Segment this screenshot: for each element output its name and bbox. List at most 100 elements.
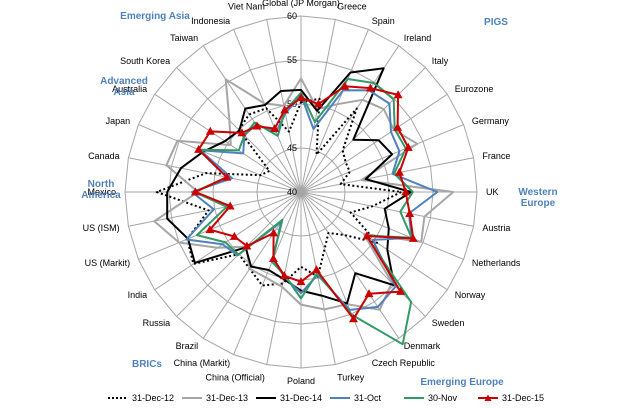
series-point-31-dec-15-us-markit — [205, 225, 215, 234]
category-label-brazil: Brazil — [176, 341, 199, 351]
category-label-italy: Italy — [432, 56, 449, 66]
spoke-taiwan — [202, 45, 302, 193]
category-label-poland: Poland — [287, 376, 315, 386]
category-label-canada: Canada — [88, 151, 120, 161]
category-label-sweden: Sweden — [432, 318, 465, 328]
spoke-italy — [300, 67, 426, 193]
legend-item-31-oct: 31-Oct — [330, 393, 382, 403]
category-label-norway: Norway — [455, 290, 486, 300]
series-line-31-oct — [185, 89, 439, 311]
spoke-turkey — [300, 191, 336, 365]
series-point-31-dec-15-mexico — [190, 187, 200, 196]
series-point-31-dec-15-indonesia — [270, 123, 280, 132]
category-label-south-korea: South Korea — [120, 56, 170, 66]
spoke-france — [300, 157, 474, 193]
spoke-spain — [300, 29, 369, 193]
category-label-ireland: Ireland — [404, 33, 432, 43]
series-point-31-dec-15-france — [394, 167, 404, 176]
group-labels: Emerging Asia PIGS Advanced Asia Western Euro… — [81, 11, 557, 388]
category-label-australia: Australia — [112, 84, 147, 94]
category-label-netherlands: Netherlands — [472, 258, 521, 268]
spoke-australia — [154, 93, 302, 193]
category-label-spain: Spain — [372, 16, 395, 26]
series-point-31-dec-15-poland — [296, 277, 306, 286]
spoke-denmark — [300, 191, 400, 339]
category-label-turkey: Turkey — [337, 372, 365, 382]
series-point-31-dec-15-netherlands — [408, 233, 418, 242]
legend-label-30-nov: 30-Nov — [428, 393, 458, 403]
spoke-brazil — [202, 191, 302, 339]
series-point-31-dec-15-sweden — [396, 286, 406, 295]
spoke-canada — [128, 157, 302, 193]
legend-marker-31-dec-15 — [484, 394, 492, 401]
spoke-germany — [300, 124, 464, 193]
series-31-oct — [185, 89, 439, 311]
series-point-31-dec-15-denmark — [364, 289, 374, 298]
series-point-31-dec-15-viet-nam — [280, 105, 290, 114]
radar-grid — [124, 15, 478, 369]
series-30-nov — [193, 78, 414, 346]
spoke-eurozone — [300, 93, 448, 193]
spoke-india — [154, 191, 302, 291]
series-point-31-dec-15-norway — [362, 231, 372, 240]
legend-label-31-dec-13: 31-Dec-13 — [206, 393, 248, 403]
category-label-france: France — [482, 151, 510, 161]
spoke-indonesia — [233, 29, 302, 193]
series-point-31-dec-15-austria — [405, 208, 415, 217]
spoke-sweden — [300, 191, 426, 317]
spoke-czech-republic — [300, 191, 369, 355]
group-label-north-america: North America — [81, 179, 121, 201]
category-labels: Global (JP Morgan)Greece Spain Ireland Ital… — [83, 0, 521, 386]
category-label-china-official: China (Official) — [206, 372, 265, 382]
series-point-31-dec-15-taiwan — [252, 121, 262, 130]
series-point-31-dec-15-russia — [242, 241, 252, 250]
series-point-31-dec-15-global-jp-morgan — [296, 93, 306, 102]
category-label-us-ism: US (ISM) — [83, 223, 120, 233]
spoke-us-markit — [138, 191, 302, 260]
category-label-czech-republic: Czech Republic — [372, 358, 436, 368]
group-label-emerging-europe: Emerging Europe — [420, 377, 504, 388]
series-point-31-dec-15-ireland — [365, 83, 375, 92]
group-label-brics: BRICs — [132, 359, 162, 370]
series-point-31-dec-15-turkey — [312, 265, 321, 274]
category-label-mexico: Mexico — [87, 187, 116, 197]
series-31-dec-15 — [190, 81, 418, 323]
series-point-31-dec-15-china-official — [279, 271, 289, 280]
series-point-31-dec-15-germany — [403, 142, 413, 151]
category-label-greece: Greece — [337, 2, 367, 12]
series-layer — [153, 67, 455, 346]
series-line-31-dec-14 — [166, 67, 412, 305]
group-label-pigs: PIGS — [484, 17, 508, 28]
series-point-31-dec-15-brazil — [269, 228, 279, 237]
category-label-us-markit: US (Markit) — [85, 258, 131, 268]
series-point-31-dec-15-us-ism — [225, 201, 235, 210]
spoke-china-markit — [233, 191, 302, 355]
series-point-31-dec-15-uk — [401, 187, 411, 196]
series-point-31-dec-15-south-korea — [237, 128, 247, 137]
legend-label-31-dec-14: 31-Dec-14 — [280, 393, 322, 403]
group-label-western-europe: Western Europe — [518, 187, 557, 209]
category-label-china-markit: China (Markit) — [174, 358, 231, 368]
category-label-russia: Russia — [143, 318, 171, 328]
category-label-germany: Germany — [472, 116, 510, 126]
series-point-31-dec-15-italy — [393, 90, 403, 99]
category-label-india: India — [128, 290, 148, 300]
legend-label-31-oct: 31-Oct — [354, 393, 382, 403]
category-label-eurozone: Eurozone — [455, 84, 494, 94]
tick-label-45: 45 — [287, 143, 297, 153]
category-label-global-jp-morgan: Global (JP Morgan) — [262, 0, 340, 8]
spoke-japan — [138, 124, 302, 193]
legend-label-31-dec-15: 31-Dec-15 — [502, 393, 544, 403]
category-label-indonesia: Indonesia — [191, 16, 230, 26]
category-label-austria: Austria — [482, 223, 510, 233]
legend-item-30-nov: 30-Nov — [404, 393, 458, 403]
series-point-31-dec-15-japan — [194, 144, 204, 153]
series-point-31-dec-15-greece — [314, 99, 323, 108]
series-point-31-dec-15-china-markit — [268, 254, 278, 262]
series-point-31-dec-15-india — [229, 231, 239, 240]
spoke-netherlands — [300, 191, 464, 260]
series-point-31-dec-15-spain — [340, 81, 350, 90]
category-label-uk: UK — [486, 187, 499, 197]
series-31-dec-14 — [166, 67, 412, 305]
